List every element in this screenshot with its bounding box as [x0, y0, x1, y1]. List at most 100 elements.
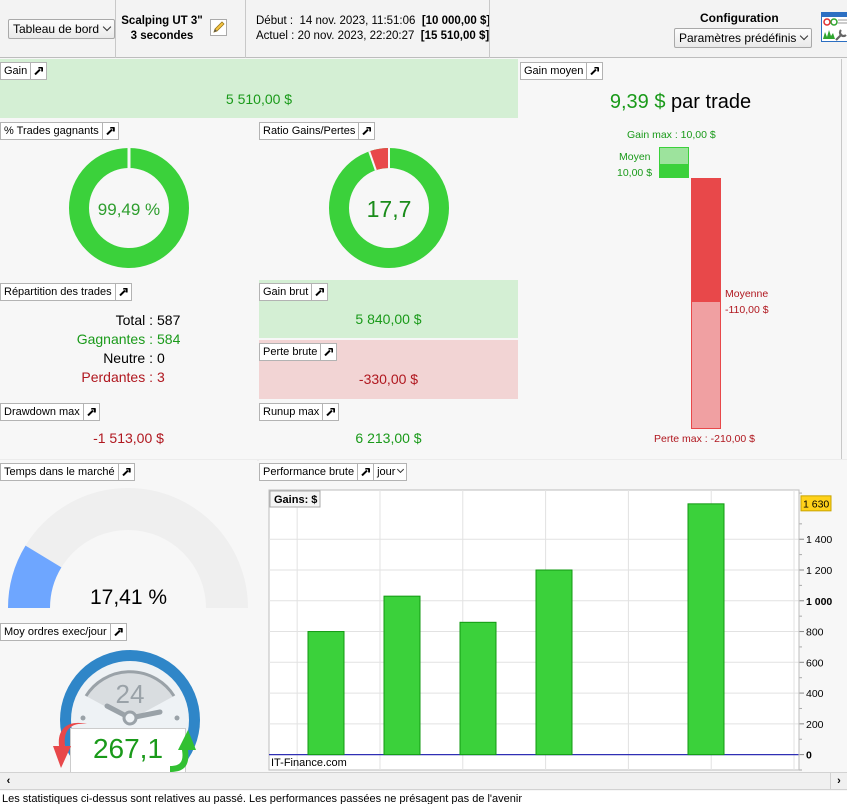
avg-gain-line: 9,39 $ par trade — [520, 91, 841, 114]
settings-button[interactable] — [323, 404, 338, 420]
gauge-track — [8, 488, 248, 608]
view-select-value: Tableau de bord — [13, 22, 100, 36]
view-select[interactable]: Tableau de bord — [8, 19, 116, 39]
settings-button[interactable] — [111, 624, 126, 640]
config-title: Configuration — [700, 11, 779, 25]
panel-title-label: Perte brute — [260, 344, 322, 360]
market-time-value: 17,41 % — [89, 586, 168, 609]
wrench-icon — [590, 67, 599, 76]
gauge-fill — [8, 545, 62, 608]
edit-strategy-button[interactable] — [210, 19, 227, 36]
panel-title: Drawdown max — [0, 403, 100, 421]
wrench-icon — [326, 408, 335, 417]
moyen-label: Moyen — [619, 151, 651, 163]
divider — [841, 59, 842, 459]
total-label: Total : — [115, 312, 153, 328]
settings-button[interactable] — [103, 123, 118, 139]
start-label: Début : — [256, 15, 294, 27]
wrench-icon — [315, 288, 324, 297]
settings-button[interactable] — [358, 464, 373, 480]
settings-button[interactable] — [321, 344, 336, 360]
total-value: 587 — [157, 312, 181, 328]
chevron-down-icon — [102, 22, 112, 32]
orders-per-day-value: 267,1 — [92, 733, 164, 764]
panel-title: Temps dans le marché — [0, 463, 135, 481]
panel-title-label: Temps dans le marché — [1, 464, 119, 480]
panel-title-label: Gain — [1, 63, 32, 79]
market-time-gauge — [8, 488, 248, 608]
y-tick-label: 600 — [806, 657, 824, 669]
donut-gap — [368, 151, 377, 171]
divider — [489, 0, 490, 58]
chart-title-badge — [269, 490, 321, 508]
scroll-right-button[interactable]: › — [830, 773, 847, 789]
panel-drawdown: Drawdown max -1 513,00 $ — [0, 400, 257, 458]
panel-title-label: Répartition des trades — [1, 284, 116, 300]
strategy-info: Scalping UT 3" 3 secondes — [118, 14, 206, 44]
panel-title-label: Drawdown max — [1, 404, 84, 420]
clock-label: 24 — [116, 679, 145, 709]
bar — [535, 569, 573, 756]
settings-button[interactable] — [31, 63, 46, 79]
wrench-icon — [119, 288, 128, 297]
y-tick-label: 0 — [806, 750, 812, 762]
runup-value: 6 213,00 $ — [355, 430, 422, 446]
win-rate-value: 99,49 % — [97, 200, 161, 219]
config-select[interactable]: Paramètres prédéfinis — [674, 28, 813, 48]
panel-title-label: Ratio Gains/Pertes — [260, 123, 360, 139]
perdantes-value: 3 — [157, 369, 165, 385]
panel-title: Ratio Gains/Pertes — [259, 122, 376, 140]
settings-button[interactable] — [587, 63, 602, 79]
settings-button[interactable] — [312, 284, 327, 300]
panel-gain: Gain 5 510,00 $ — [0, 59, 518, 118]
panel-title: Gain moyen — [520, 62, 604, 80]
panel-title: % Trades gagnants — [0, 122, 119, 140]
panel-gain-brut: Gain brut 5 840,00 $ — [259, 280, 518, 338]
arrow-down-icon — [53, 722, 87, 768]
chart-title: Gains: $ — [274, 494, 317, 506]
last-value-label: 1 630 — [803, 498, 829, 510]
horizontal-scrollbar[interactable]: ‹ › — [0, 772, 847, 790]
wrench-icon — [106, 127, 115, 136]
trade-distribution: Total :587 Gagnantes :584 Neutre :0 Perd… — [0, 311, 257, 387]
bar — [307, 631, 345, 756]
ratio-donut — [329, 147, 449, 268]
arrow-up-icon — [170, 730, 196, 772]
period-info: Début : 14 nov. 2023, 11:51:06 [10 000,0… — [256, 14, 490, 44]
neutre-value: 0 — [157, 350, 165, 366]
y-tick-label: 400 — [806, 688, 824, 700]
settings-button[interactable] — [119, 464, 134, 480]
loss-max-bar — [691, 302, 721, 429]
chevron-down-icon — [800, 31, 809, 41]
divider — [115, 0, 116, 58]
panel-trades-gagnants: % Trades gagnants 99,49 % — [0, 119, 257, 278]
y-tick-label: 200 — [806, 719, 824, 731]
current-label: Actuel : — [256, 30, 295, 42]
perte-brute-value: -330,00 $ — [358, 371, 419, 387]
scroll-left-button[interactable]: ‹ — [0, 773, 17, 789]
y-tick-label: 800 — [806, 627, 824, 639]
settings-button[interactable] — [84, 404, 99, 420]
dashboard-settings-icon[interactable] — [821, 12, 847, 42]
last-value-badge — [800, 495, 832, 512]
perdantes-label: Perdantes : — [81, 369, 153, 385]
panel-repartition: Répartition des trades Total :587 Gagnan… — [0, 280, 257, 399]
panel-temps-marche: Temps dans le marché 17,41 % — [0, 460, 257, 618]
settings-button[interactable] — [116, 284, 131, 300]
drawdown-value: -1 513,00 $ — [93, 430, 164, 446]
top-toolbar: Tableau de bord Scalping UT 3" 3 seconde… — [0, 0, 847, 58]
panel-title: Gain — [0, 62, 48, 80]
chevron-down-icon — [397, 465, 405, 474]
value-card — [70, 728, 186, 772]
performance-chart: 0 200 400 600 800 1 000 1 200 1 400 1 630 Gains: … — [268, 489, 832, 771]
loss-avg-bar — [691, 178, 721, 302]
wrench-icon — [114, 628, 123, 637]
start-capital: [10 000,00 $] — [421, 15, 491, 27]
settings-button[interactable] — [359, 123, 374, 139]
period-select[interactable]: jour — [373, 464, 406, 480]
wrench-icon — [122, 468, 131, 477]
y-tick-label: 1 200 — [806, 565, 832, 577]
win-rate-donut — [69, 147, 189, 268]
gain-max-bar — [659, 147, 689, 164]
moyenne-value: -110,00 $ — [725, 304, 769, 316]
